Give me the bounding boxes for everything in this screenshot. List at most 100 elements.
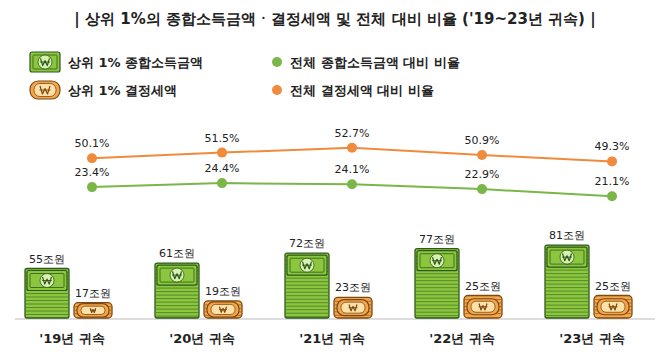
stack-stripe [286,313,328,314]
stack-stripe [546,315,588,316]
won-icon [90,308,95,312]
won-icon [349,307,358,308]
stack-stripe [26,311,68,312]
data-label: 24.4% [205,162,240,175]
coin-icon [77,304,109,317]
note-stack [25,269,69,319]
stack-stripe [416,308,458,309]
won-icon [479,306,488,307]
stack-stripe [416,315,458,316]
won-icon [40,86,50,94]
bar [415,249,459,318]
note-icon [550,250,584,264]
x-tick-label: '20년 귀속 [169,331,235,346]
stack-stripe [286,292,328,293]
stack-stripe [156,305,198,306]
point [87,182,97,192]
bar [155,263,199,318]
note-icon [30,52,60,72]
data-label: 55조원 [29,253,65,266]
note-stack [545,245,589,318]
x-tick-label: '23년 귀속 [559,331,625,346]
note-stack [415,249,459,318]
won-icon [90,310,96,311]
data-label: 22.9% [465,168,500,181]
stack-stripe [416,298,458,299]
stack-stripe [156,309,198,310]
legend-marker [272,85,282,95]
won-icon [43,277,52,284]
data-label: 77조원 [419,233,455,246]
note-stack [285,253,329,318]
stack-stripe [26,304,68,305]
stack-stripe [286,309,328,310]
data-label: 61조원 [159,247,195,260]
data-label: 21.1% [595,175,630,188]
won-icon [479,304,487,310]
stack-stripe [546,305,588,306]
won-icon [302,265,312,266]
chart: | 상위 1%의 종합소득금액ㆍ결정세액 및 전체 대비 비율 ('19~23년… [0,0,670,356]
won-icon [219,309,227,310]
won-icon [40,90,51,91]
stack-stripe [286,295,328,296]
point [217,148,227,158]
stack-stripe [26,300,68,301]
data-label: 81조원 [549,229,585,242]
won-icon [609,306,618,307]
won-icon [42,280,52,281]
won-icon [41,58,50,65]
stack-stripe [416,305,458,306]
note-icon [160,268,194,282]
coin-icon [597,299,629,315]
stack-stripe [546,273,588,274]
stack-stripe [156,288,198,289]
note-icon [27,271,67,291]
stack-stripe [286,281,328,282]
stack-stripe [546,312,588,313]
stack-stripe [156,302,198,303]
stack-stripe [416,291,458,292]
stack-stripe [546,298,588,299]
note-icon [30,274,64,288]
stack-stripe [286,299,328,300]
won-icon [172,275,182,276]
x-tick-label: '21년 귀속 [299,331,365,346]
data-label: 19조원 [205,285,241,298]
coin-icon [30,81,60,99]
stack-stripe [26,307,68,308]
stack-stripe [546,308,588,309]
won-icon [432,260,442,261]
data-label: 23.4% [75,166,110,179]
data-label: 50.9% [465,134,500,147]
legend-label: 전체 결정세액 대비 비율 [290,83,434,98]
note-icon [290,258,324,272]
point [347,143,357,153]
stack-stripe [546,270,588,271]
stack-stripe [546,280,588,281]
note-icon [430,254,444,268]
stack-stripe [286,316,328,317]
note-icon [157,265,197,285]
bar [545,245,589,318]
coin-icon [211,304,235,314]
bar [204,301,242,318]
legend-label: 상위 1% 종합소득금액 [68,55,203,70]
data-label: 25조원 [595,280,631,293]
stack-stripe [156,298,198,299]
note-icon [560,250,574,264]
stack-stripe [26,297,68,298]
won-icon [40,62,50,63]
stack-stripe [416,287,458,288]
legend: 상위 1% 종합소득금액상위 1% 결정세액전체 종합소득금액 대비 비율전체 … [30,52,460,99]
data-label: 51.5% [205,132,240,145]
bar [594,296,632,319]
note-icon [300,258,314,272]
won-icon [349,304,357,310]
coin-icon [341,302,365,313]
stack-stripe [546,291,588,292]
coin-stack [334,297,372,318]
coin-stack [594,296,632,319]
stack-stripe [416,284,458,285]
data-label: 72조원 [289,237,325,250]
